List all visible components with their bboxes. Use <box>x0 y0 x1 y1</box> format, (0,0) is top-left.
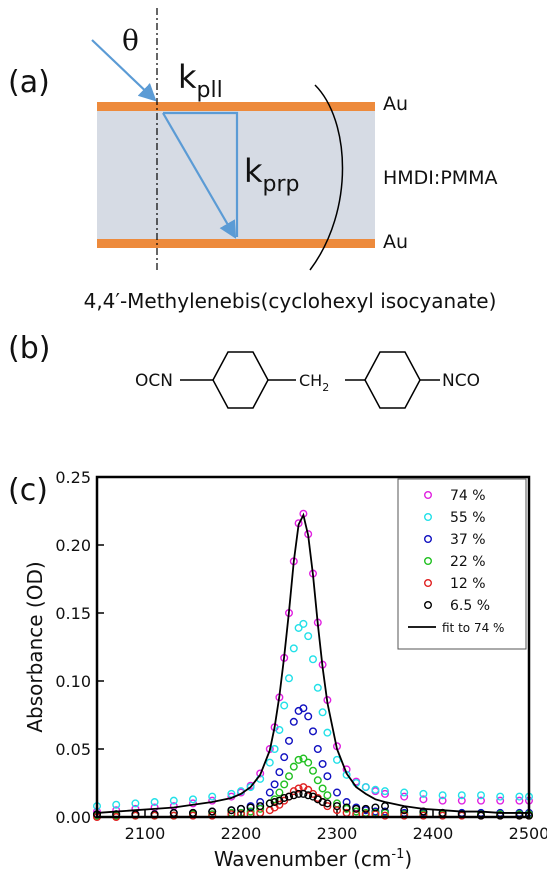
data-point <box>209 793 216 800</box>
data-point <box>291 763 298 770</box>
data-point <box>310 767 317 774</box>
data-point <box>305 633 312 640</box>
page: (a) θ kpll kprp Au HMDI:PMMA Au (b) 4,4′… <box>0 0 547 877</box>
ring <box>365 352 420 408</box>
k-sub: prp <box>263 172 300 197</box>
x-axis-label: Wavenumber (cm-1) <box>214 847 412 871</box>
data-point <box>363 784 370 791</box>
data-point <box>276 769 283 776</box>
legend-label: 55 % <box>450 510 486 526</box>
x-tick-label: 2500 <box>509 824 547 843</box>
legend-label: 37 % <box>450 532 486 548</box>
data-point <box>271 746 278 753</box>
y-tick-label: 0.25 <box>55 468 91 487</box>
k-sub: pll <box>197 78 223 103</box>
k-parallel: kpll <box>178 58 223 103</box>
data-point <box>315 685 322 692</box>
group-label: CH2 <box>299 371 329 394</box>
x-label-sup: -1 <box>391 847 404 862</box>
legend-label: 22 % <box>450 554 486 570</box>
bottom-mirror <box>97 239 375 248</box>
y-tick-label: 0.15 <box>55 604 91 623</box>
x-tick-label: 2300 <box>317 824 358 843</box>
k: k <box>244 152 263 190</box>
data-point <box>305 713 312 720</box>
data-point <box>300 621 307 628</box>
data-point <box>291 645 298 652</box>
y-tick-label: 0.10 <box>55 672 91 691</box>
data-point <box>401 789 408 796</box>
data-point <box>190 796 197 803</box>
data-point <box>281 781 288 788</box>
plot: 0.00 0.05 0.10 0.15 0.20 0.25 2100 2200 2300 2400… <box>55 468 547 843</box>
panel-label: (a) <box>8 65 50 100</box>
data-point <box>291 719 298 726</box>
panel-label: (c) <box>8 473 48 508</box>
data-point <box>324 729 331 736</box>
ch: CH <box>299 371 322 390</box>
data-point <box>286 773 293 780</box>
x-tick-label: 2100 <box>125 824 166 843</box>
data-point <box>267 789 274 796</box>
data-point <box>497 793 504 800</box>
data-point <box>267 759 274 766</box>
k: k <box>178 58 197 96</box>
y-tick-label: 0.20 <box>55 536 91 555</box>
group-label: NCO <box>442 371 480 391</box>
x-tick-label: 2200 <box>221 824 262 843</box>
data-point <box>281 754 288 761</box>
x-label-end: ) <box>404 847 412 871</box>
y-axis-label: Absorbance (OD) <box>23 561 47 732</box>
legend-label: 74 % <box>450 488 486 504</box>
data-point <box>319 785 326 792</box>
data-point <box>281 702 288 709</box>
data-point <box>271 781 278 788</box>
data-point <box>315 746 322 753</box>
data-point <box>319 761 326 768</box>
x-label-base: Wavenumber (cm <box>214 847 392 871</box>
data-point <box>286 675 293 682</box>
data-point <box>334 757 341 764</box>
y-tick-label: 0.05 <box>55 740 91 759</box>
data-point <box>324 792 331 799</box>
layer-label: Au <box>383 93 408 115</box>
ring <box>213 352 268 408</box>
molecule-name: 4,4′-Methylenebis(cyclohexyl isocyanate) <box>84 289 497 313</box>
legend-label: 12 % <box>450 576 486 592</box>
legend-label: 6.5 % <box>450 598 490 614</box>
data-point <box>286 738 293 745</box>
group-label: OCN <box>135 371 173 391</box>
y-tick-label: 0.00 <box>55 808 91 827</box>
panel-label: (b) <box>8 331 50 366</box>
data-point <box>315 777 322 784</box>
angle-label: θ <box>122 24 139 57</box>
top-mirror <box>97 102 375 111</box>
data-point <box>334 789 341 796</box>
data-point <box>324 773 331 780</box>
data-point <box>305 759 312 766</box>
layer-label: Au <box>383 231 408 253</box>
data-point <box>516 793 523 800</box>
layer-label: HMDI:PMMA <box>383 167 498 189</box>
data-point <box>257 810 264 817</box>
x-tick-label: 2400 <box>413 824 454 843</box>
figure: (a) θ kpll kprp Au HMDI:PMMA Au (b) 4,4′… <box>0 0 547 877</box>
data-point <box>319 709 326 716</box>
sub: 2 <box>322 381 329 394</box>
data-point <box>310 656 317 663</box>
legend-label: fit to 74 % <box>442 621 504 635</box>
data-point <box>310 728 317 735</box>
